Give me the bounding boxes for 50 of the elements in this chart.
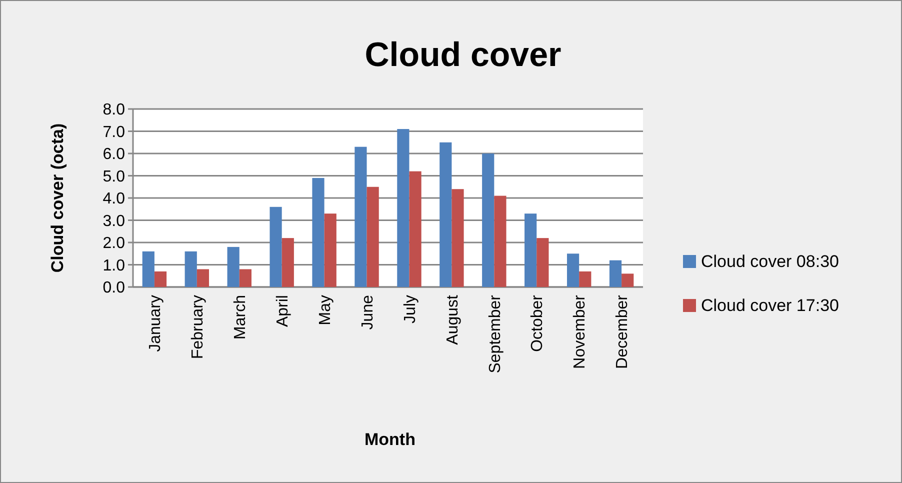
bar — [227, 246, 240, 287]
bar — [312, 178, 324, 287]
bar — [440, 142, 452, 287]
chart-title: Cloud cover — [364, 36, 562, 74]
bar — [184, 251, 197, 287]
y-tick-label: 6.0 — [102, 146, 126, 164]
bar — [609, 260, 622, 287]
bar — [142, 251, 154, 287]
y-tick-label: 3.0 — [102, 212, 126, 230]
x-tick-label: May — [316, 295, 334, 326]
bar — [566, 254, 580, 287]
y-tick-label: 8.0 — [102, 102, 126, 119]
x-tick-label: October — [529, 294, 546, 352]
bar — [524, 214, 537, 287]
bar — [282, 238, 294, 287]
bar — [270, 206, 282, 287]
bar — [239, 269, 252, 287]
bar — [622, 274, 634, 287]
x-tick-label: December — [614, 294, 632, 369]
bar — [482, 154, 494, 287]
y-tick-label: 7.0 — [102, 124, 126, 141]
bar — [397, 129, 410, 287]
bar — [354, 146, 367, 287]
y-tick-label: 2.0 — [102, 235, 126, 252]
x-tick-label: February — [190, 295, 207, 360]
y-tick-label: 5.0 — [102, 168, 126, 186]
x-tick-label: June — [359, 294, 376, 330]
bar — [579, 271, 592, 287]
bar — [536, 238, 549, 287]
x-tick-label: January — [147, 295, 164, 352]
bar — [409, 171, 422, 287]
y-tick-label: 0.0 — [102, 280, 126, 297]
y-axis-title: Cloud cover (octa) — [48, 123, 67, 273]
bar — [324, 214, 336, 287]
x-tick-label: March — [232, 295, 249, 340]
bar — [154, 271, 167, 287]
x-tick-label: November — [572, 294, 589, 369]
x-tick-label: September — [486, 294, 504, 374]
bar — [452, 189, 464, 287]
x-tick-label: July — [402, 295, 419, 324]
x-tick-label: August — [444, 294, 462, 345]
legend-label: Cloud cover 17:30 — [701, 296, 839, 315]
bar — [196, 269, 210, 287]
x-axis-title: Month — [364, 430, 416, 449]
x-tick-label: April — [274, 295, 292, 328]
bar — [366, 186, 379, 287]
y-tick-label: 4.0 — [102, 190, 126, 208]
bar — [494, 196, 506, 287]
legend-label: Cloud cover 08:30 — [701, 252, 839, 271]
y-tick-label: 1.0 — [102, 257, 126, 274]
